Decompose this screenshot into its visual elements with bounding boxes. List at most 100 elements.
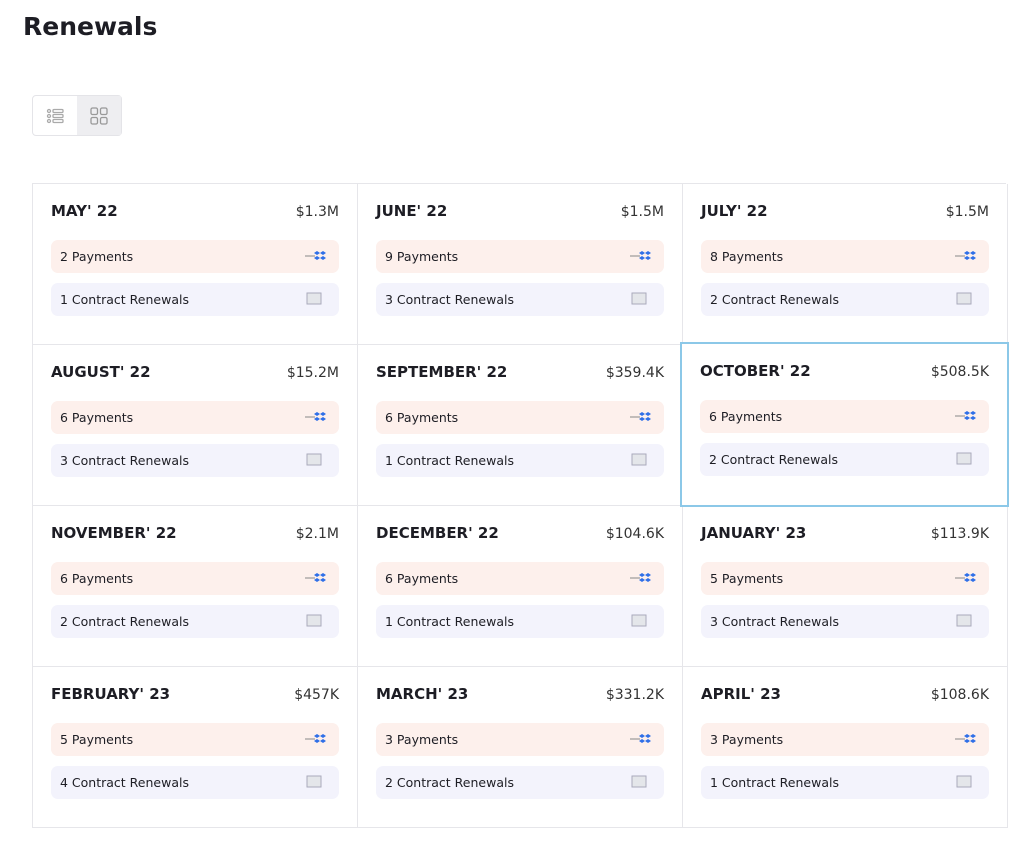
month-card[interactable]: JUNE' 22 $1.5M 9 Payments 3 Contract Renewa… — [358, 184, 683, 345]
logo-icons — [305, 412, 326, 421]
logo-icons — [630, 412, 651, 421]
grid-view-button[interactable] — [77, 96, 121, 135]
logo-icons — [306, 292, 322, 305]
payments-pill[interactable]: 3 Payments — [376, 723, 664, 756]
month-amount: $331.2K — [605, 687, 664, 703]
payments-label: 6 Payments — [709, 409, 783, 424]
month-card[interactable]: AUGUST' 22 $15.2M 6 Payments 3 Contract Ren… — [33, 345, 358, 506]
payments-pill[interactable]: 2 Payments — [51, 240, 339, 273]
logo-icons — [630, 734, 651, 743]
renewals-pill[interactable]: 2 Contract Renewals — [701, 283, 989, 316]
logo-icons — [305, 251, 326, 260]
renewals-pill[interactable]: 1 Contract Renewals — [376, 444, 664, 477]
renewals-label: 1 Contract Renewals — [385, 614, 514, 629]
payments-pill[interactable]: 6 Payments — [700, 400, 989, 433]
month-card[interactable]: MARCH' 23 $331.2K 3 Payments 2 Contract Ren… — [358, 667, 683, 828]
logo-icons — [956, 292, 972, 305]
logo-icons — [306, 775, 322, 788]
list-view-button[interactable] — [33, 96, 77, 135]
month-card[interactable]: MAY' 22 $1.3M 2 Payments 1 Contract Renewal… — [33, 184, 358, 345]
renewals-pill[interactable]: 3 Contract Renewals — [701, 605, 989, 638]
logo-icons — [956, 775, 972, 788]
month-name: JANUARY' 23 — [701, 524, 807, 542]
logo-icons — [630, 573, 651, 582]
payments-pill[interactable]: 6 Payments — [51, 401, 339, 434]
payments-label: 3 Payments — [385, 732, 459, 747]
payments-pill[interactable]: 6 Payments — [51, 562, 339, 595]
payments-pill[interactable]: 9 Payments — [376, 240, 664, 273]
logo-icons — [305, 734, 326, 743]
month-name: AUGUST' 22 — [51, 363, 151, 381]
renewals-pill[interactable]: 2 Contract Renewals — [700, 443, 989, 476]
renewals-label: 1 Contract Renewals — [710, 775, 839, 790]
payments-pill[interactable]: 6 Payments — [376, 562, 664, 595]
payments-label: 3 Payments — [710, 732, 784, 747]
renewals-pill[interactable]: 3 Contract Renewals — [376, 283, 664, 316]
logo-icons — [305, 573, 326, 582]
month-card[interactable]: OCTOBER' 22 $508.5K 6 Payments 2 Contract R… — [680, 342, 1009, 507]
month-name: APRIL' 23 — [701, 685, 781, 703]
payments-pill[interactable]: 8 Payments — [701, 240, 989, 273]
payments-pill[interactable]: 5 Payments — [701, 562, 989, 595]
month-card[interactable]: APRIL' 23 $108.6K 3 Payments 1 Contract Ren… — [683, 667, 1008, 828]
renewals-pill[interactable]: 1 Contract Renewals — [376, 605, 664, 638]
renewals-pill[interactable]: 2 Contract Renewals — [51, 605, 339, 638]
month-card[interactable]: JANUARY' 23 $113.9K 5 Payments 3 Contract R… — [683, 506, 1008, 667]
renewals-label: 4 Contract Renewals — [60, 775, 189, 790]
month-amount: $359.4K — [605, 365, 664, 381]
logo-icons — [631, 614, 647, 627]
month-name: OCTOBER' 22 — [700, 362, 811, 380]
renewals-label: 3 Contract Renewals — [60, 453, 189, 468]
month-amount: $508.5K — [930, 364, 989, 380]
month-amount: $113.9K — [930, 526, 989, 542]
month-amount: $1.3M — [295, 204, 339, 220]
payments-label: 5 Payments — [60, 732, 134, 747]
grid-icon — [90, 106, 108, 125]
month-amount: $1.5M — [945, 204, 989, 220]
month-name: FEBRUARY' 23 — [51, 685, 171, 703]
month-card[interactable]: NOVEMBER' 22 $2.1M 6 Payments 2 Contract Re… — [33, 506, 358, 667]
renewals-label: 2 Contract Renewals — [709, 452, 838, 467]
month-amount: $457K — [294, 687, 339, 703]
renewals-grid: MAY' 22 $1.3M 2 Payments 1 Contract Renewal… — [32, 183, 1009, 828]
month-amount: $104.6K — [605, 526, 664, 542]
month-amount: $2.1M — [295, 526, 339, 542]
month-amount: $15.2M — [286, 365, 339, 381]
month-name: MAY' 22 — [51, 202, 118, 220]
month-name: SEPTEMBER' 22 — [376, 363, 508, 381]
page-title: Renewals — [23, 12, 158, 41]
payments-pill[interactable]: 5 Payments — [51, 723, 339, 756]
logo-icons — [955, 411, 976, 420]
logo-icons — [956, 614, 972, 627]
month-card[interactable]: FEBRUARY' 23 $457K 5 Payments 4 Contract Re… — [33, 667, 358, 828]
logo-icons — [956, 452, 972, 465]
payments-label: 2 Payments — [60, 249, 134, 264]
renewals-pill[interactable]: 4 Contract Renewals — [51, 766, 339, 799]
renewals-label: 1 Contract Renewals — [60, 292, 189, 307]
payments-label: 5 Payments — [710, 571, 784, 586]
month-name: JULY' 22 — [701, 202, 768, 220]
list-icon — [46, 108, 64, 123]
view-toggle — [32, 95, 122, 136]
renewals-label: 2 Contract Renewals — [710, 292, 839, 307]
renewals-pill[interactable]: 1 Contract Renewals — [51, 283, 339, 316]
logo-icons — [630, 251, 651, 260]
month-card[interactable]: SEPTEMBER' 22 $359.4K 6 Payments 1 Contract… — [358, 345, 683, 506]
month-amount: $108.6K — [930, 687, 989, 703]
payments-label: 9 Payments — [385, 249, 459, 264]
logo-icons — [631, 453, 647, 466]
renewals-pill[interactable]: 2 Contract Renewals — [376, 766, 664, 799]
renewals-label: 3 Contract Renewals — [385, 292, 514, 307]
renewals-pill[interactable]: 3 Contract Renewals — [51, 444, 339, 477]
logo-icons — [306, 453, 322, 466]
renewals-label: 2 Contract Renewals — [385, 775, 514, 790]
renewals-pill[interactable]: 1 Contract Renewals — [701, 766, 989, 799]
payments-label: 6 Payments — [60, 410, 134, 425]
payments-pill[interactable]: 3 Payments — [701, 723, 989, 756]
logo-icons — [631, 775, 647, 788]
month-card[interactable]: DECEMBER' 22 $104.6K 6 Payments 1 Contract … — [358, 506, 683, 667]
logo-icons — [955, 573, 976, 582]
renewals-label: 1 Contract Renewals — [385, 453, 514, 468]
month-card[interactable]: JULY' 22 $1.5M 8 Payments 2 Contract Renewa… — [683, 184, 1008, 345]
payments-pill[interactable]: 6 Payments — [376, 401, 664, 434]
